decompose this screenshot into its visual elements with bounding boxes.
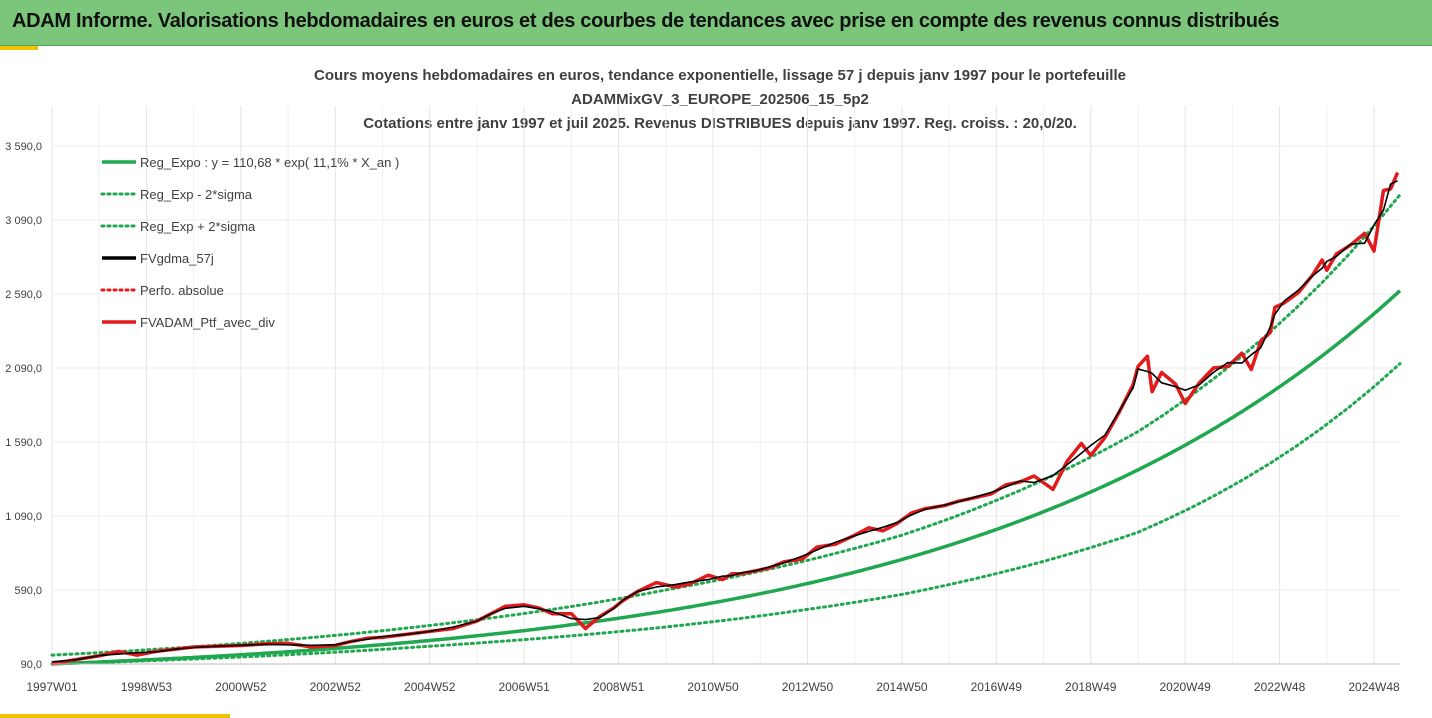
x-tick-label: 2006W51 (498, 680, 550, 694)
y-tick-label: 1 590,0 (5, 437, 42, 449)
x-tick-label: 2022W48 (1254, 680, 1306, 694)
legend-label: Perfo. absolue (140, 283, 224, 298)
y-tick-label: 2 090,0 (5, 363, 42, 375)
legend-label: Reg_Exp - 2*sigma (140, 187, 253, 202)
y-tick-label: 3 590,0 (5, 141, 42, 153)
x-tick-label: 1998W53 (121, 680, 173, 694)
x-tick-label: 2002W52 (310, 680, 362, 694)
x-tick-label: 2000W52 (215, 680, 267, 694)
y-tick-label: 3 090,0 (5, 215, 42, 227)
x-tick-label: 2014W50 (876, 680, 928, 694)
x-tick-label: 2016W49 (971, 680, 1023, 694)
y-tick-label: 2 590,0 (5, 289, 42, 301)
x-tick-label: 2020W49 (1159, 680, 1211, 694)
x-tick-label: 2012W50 (782, 680, 834, 694)
x-tick-label: 2010W50 (687, 680, 739, 694)
chart-title-block: Cours moyens hebdomadaires en euros, ten… (0, 64, 1432, 136)
x-tick-label: 2004W52 (404, 680, 456, 694)
moving-average-line (51, 180, 1398, 663)
report-title: ADAM Informe. Valorisations hebdomadaire… (12, 10, 1280, 32)
legend-label: Reg_Exp + 2*sigma (140, 219, 256, 234)
line-chart: 1997W01 1998W53 2000W52 2002W52 2004W52 2006W… (5, 106, 1402, 694)
x-tick-label: 2018W49 (1065, 680, 1117, 694)
upper-band-line (50, 193, 1402, 657)
chart-title-line-1: Cours moyens hebdomadaires en euros, ten… (314, 67, 1126, 84)
regression-line (51, 289, 1402, 666)
chart-title-line-2: ADAMMixGV_3_EUROPE_202506_15_5p2 (571, 91, 869, 108)
x-tick-label: 2008W51 (593, 680, 645, 694)
report-header: ADAM Informe. Valorisations hebdomadaire… (0, 0, 1432, 46)
accent-bar-bottom (0, 714, 230, 718)
legend-label: FVgdma_57j (140, 251, 214, 266)
y-tick-label: 590,0 (14, 585, 42, 597)
y-tick-label: 1 090,0 (5, 511, 42, 523)
lower-band-line (50, 362, 1402, 666)
legend-label: Reg_Expo : y = 110,68 * exp( 11,1% * X_a… (140, 155, 399, 170)
x-tick-label: 2024W48 (1348, 680, 1400, 694)
x-tick-label: 1997W01 (26, 680, 78, 694)
y-tick-label: 90,0 (21, 659, 42, 671)
accent-bar-left (0, 46, 38, 50)
chart-area: Cours moyens hebdomadaires en euros, ten… (0, 46, 1432, 718)
chart-title-line-3: Cotations entre janv 1997 et juil 2025. … (363, 115, 1077, 132)
legend-label: FVADAM_Ptf_avec_div (140, 315, 275, 330)
